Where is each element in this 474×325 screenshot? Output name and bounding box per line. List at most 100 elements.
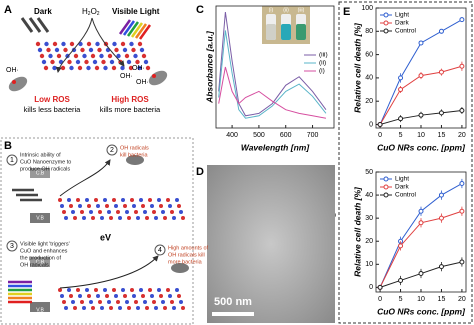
legend-label: (ii) xyxy=(319,60,326,67)
decoration xyxy=(181,306,185,310)
step-circle xyxy=(6,240,18,252)
y-tick-label: 20 xyxy=(365,238,373,245)
decoration xyxy=(80,210,84,214)
decoration xyxy=(175,198,179,202)
decoration xyxy=(130,288,134,292)
decoration xyxy=(59,255,159,289)
decoration xyxy=(35,41,41,47)
decoration xyxy=(55,17,93,73)
decoration xyxy=(50,59,55,65)
decoration xyxy=(80,300,84,304)
decoration xyxy=(71,210,75,214)
x-tick-label: 10 xyxy=(417,296,425,303)
decoration xyxy=(30,302,50,312)
decoration xyxy=(137,65,142,71)
marker xyxy=(438,69,444,75)
legend-marker xyxy=(383,184,389,190)
decoration xyxy=(94,198,98,202)
decoration xyxy=(101,59,106,65)
decoration xyxy=(170,300,174,304)
marker xyxy=(398,243,404,249)
decoration xyxy=(296,24,306,40)
y-axis-label: Absorbance [a.u.] xyxy=(204,30,214,104)
decoration xyxy=(145,306,149,310)
decoration xyxy=(61,41,66,47)
decoration xyxy=(88,47,94,53)
decoration xyxy=(168,294,172,298)
x-tick-label: 15 xyxy=(438,296,446,303)
decoration xyxy=(179,210,183,214)
decoration xyxy=(152,300,156,304)
decoration xyxy=(109,59,115,65)
decoration xyxy=(141,294,145,298)
decoration xyxy=(134,210,138,214)
decoration xyxy=(123,294,127,298)
marker xyxy=(438,264,444,270)
decoration xyxy=(175,288,179,292)
high-ros: High ROS xyxy=(111,95,149,104)
marker xyxy=(418,208,424,214)
step-text: the production of xyxy=(20,255,61,261)
decoration xyxy=(177,204,181,208)
marker xyxy=(438,110,444,116)
decoration xyxy=(126,155,144,165)
marker xyxy=(459,181,465,187)
ev-label: eV xyxy=(100,232,111,242)
marker xyxy=(418,220,424,226)
decoration xyxy=(67,59,72,65)
plot-frame xyxy=(215,5,335,129)
step-text: High amounts of xyxy=(168,245,209,251)
decoration xyxy=(91,17,125,67)
decoration xyxy=(118,306,122,310)
decoration xyxy=(8,76,28,92)
decoration xyxy=(143,210,147,214)
x-tick-label: 400 xyxy=(226,132,238,139)
decoration xyxy=(67,288,71,292)
legend-label: Control xyxy=(395,192,417,199)
decoration xyxy=(152,210,156,214)
decoration xyxy=(48,53,53,59)
decoration xyxy=(139,288,143,292)
panel-label: A xyxy=(4,4,12,16)
decoration xyxy=(80,47,85,53)
decoration xyxy=(138,24,152,40)
oh-label: OH· xyxy=(120,73,133,80)
decoration xyxy=(163,216,167,220)
decoration xyxy=(126,59,132,65)
decoration xyxy=(172,216,176,220)
legend-marker xyxy=(383,192,389,198)
decoration xyxy=(30,213,50,223)
decoration xyxy=(98,210,102,214)
decoration xyxy=(118,19,132,35)
decoration xyxy=(154,216,158,220)
marker xyxy=(459,208,465,214)
decoration xyxy=(143,300,147,304)
legend-marker xyxy=(383,28,389,34)
decoration xyxy=(116,300,120,304)
step-circle xyxy=(6,154,18,166)
decoration xyxy=(86,65,91,71)
decoration xyxy=(78,204,82,208)
step-circle xyxy=(106,144,118,156)
y-tick-label: 40 xyxy=(365,75,373,82)
decoration xyxy=(141,204,145,208)
decoration xyxy=(95,41,100,47)
decoration xyxy=(73,306,77,310)
decoration xyxy=(91,306,95,310)
step-text: CuO Nanoenzyme to xyxy=(20,159,71,165)
decoration xyxy=(76,288,80,292)
decoration xyxy=(107,210,111,214)
decoration xyxy=(103,198,107,202)
decoration xyxy=(123,204,127,208)
y-tick-label: 100 xyxy=(361,5,373,12)
cb-label: C.B xyxy=(36,170,45,176)
cb-label: C.B xyxy=(36,259,45,265)
panel-label: D xyxy=(196,166,204,178)
y-tick-label: 0 xyxy=(369,284,373,291)
y-tick-label: 60 xyxy=(365,51,373,58)
vb-label: V.B xyxy=(36,215,44,221)
low-ros-effect: kills less bacteria xyxy=(24,105,82,114)
vb-label: V.B xyxy=(36,307,44,313)
decoration xyxy=(69,204,73,208)
decoration xyxy=(103,65,108,71)
